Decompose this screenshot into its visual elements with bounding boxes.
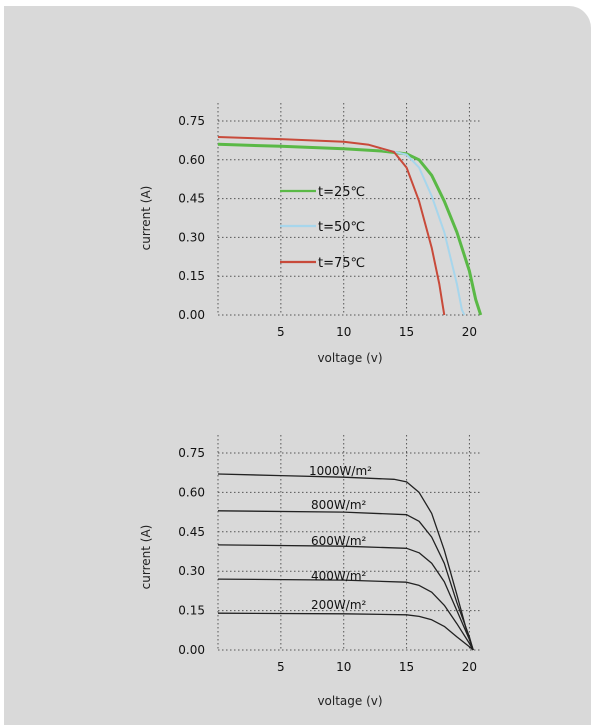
legend-label: t=25℃ (318, 185, 365, 200)
y-tick-label: 0.75 (178, 114, 205, 128)
series-line (217, 510, 474, 651)
y-tick-label: 0.45 (178, 525, 205, 539)
curve-label: 200W/m² (311, 598, 367, 612)
grid (217, 435, 482, 651)
y-axis-label: current (A) (139, 186, 153, 251)
x-tick-label: 15 (399, 325, 414, 339)
chart-temperature: 0.75 0.60 0.45 0.30 0.15 0.00 5 10 15 20 voltage (… (139, 103, 483, 365)
series-line (217, 578, 474, 651)
curve-label: 800W/m² (311, 498, 367, 512)
series-line (217, 142, 483, 316)
series-line (217, 544, 474, 651)
y-tick-label: 0.45 (178, 192, 205, 206)
y-tick-label: 0.60 (178, 485, 205, 499)
y-tick-label: 0.30 (178, 230, 205, 244)
y-tick-label: 0.15 (178, 269, 205, 283)
y-tick-label: 0.15 (178, 604, 205, 618)
y-tick-label: 0.30 (178, 564, 205, 578)
chart-panel (4, 6, 591, 725)
x-tick-label: 15 (399, 660, 414, 674)
x-axis-label: voltage (v) (317, 351, 382, 365)
series-line (217, 612, 474, 651)
y-axis-label: current (A) (139, 525, 153, 590)
x-axis-label: voltage (v) (317, 694, 382, 708)
y-tick-label: 0.60 (178, 153, 205, 167)
legend-item: t=50℃ (280, 220, 365, 235)
x-tick-label: 20 (462, 325, 477, 339)
legend-item: t=25℃ (280, 185, 365, 200)
legend-item: t=75℃ (280, 256, 365, 271)
y-tick-label: 0.00 (178, 643, 205, 657)
x-tick-label: 10 (336, 325, 351, 339)
grid (217, 103, 482, 316)
curve-label: 1000W/m² (309, 464, 372, 478)
series-line (381, 147, 466, 316)
y-tick-label: 0.75 (178, 446, 205, 460)
x-tick-label: 20 (462, 660, 477, 674)
legend-label: t=75℃ (318, 256, 365, 271)
x-tick-label: 5 (277, 660, 285, 674)
curve-label: 400W/m² (311, 569, 367, 583)
y-tick-label: 0.00 (178, 308, 205, 322)
chart-irradiance: 0.75 0.60 0.45 0.30 0.15 0.00 5 10 15 20 voltage (… (139, 435, 482, 708)
series-line (217, 136, 446, 316)
x-tick-label: 10 (336, 660, 351, 674)
x-tick-label: 5 (277, 325, 285, 339)
series-line (217, 473, 474, 651)
legend-label: t=50℃ (318, 220, 365, 235)
curve-label: 600W/m² (311, 534, 367, 548)
